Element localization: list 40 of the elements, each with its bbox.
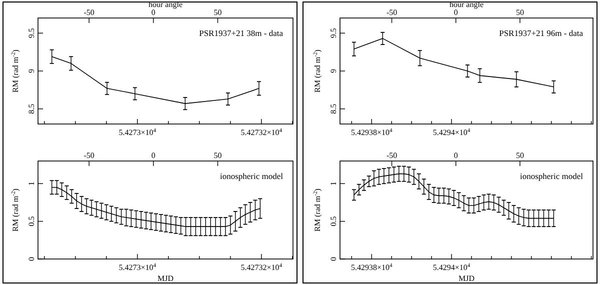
x2-tick-label: 50 <box>516 8 524 17</box>
y-tick-label: 0 <box>27 257 36 261</box>
annotation: ionospheric model <box>520 171 584 181</box>
x2-tick-label: 50 <box>516 151 524 160</box>
x2-tick-label: 0 <box>454 8 458 17</box>
y-tick-label: 9 <box>27 69 36 73</box>
x-tick-label: 5.4294×10$^{4}$ <box>432 128 470 137</box>
x2-tick-label: -50 <box>386 151 398 160</box>
y-tick-label: 8.5 <box>27 104 36 114</box>
x-axis-title: MJD <box>157 274 174 283</box>
annotation: ionospheric model <box>220 171 284 181</box>
annotation: PSR1937+21 38m - data <box>199 28 284 38</box>
y-tick-label: 0.5 <box>329 216 338 226</box>
x-tick-label: 5.4273×10$^{4}$ <box>118 263 156 272</box>
x-tick-label: 5.42732×10$^{4}$ <box>240 128 282 137</box>
x2-axis-title: hour angle <box>148 0 183 9</box>
x-tick-label: 5.4294×10$^{4}$ <box>432 263 470 272</box>
x2-tick-label: 0 <box>151 8 156 17</box>
x2-tick-label: -50 <box>386 8 398 17</box>
annotation: PSR1937+21 96m - data <box>499 28 584 38</box>
y-tick-label: 1 <box>329 182 338 186</box>
x2-tick-label: 50 <box>214 151 222 160</box>
y-tick-label: 9 <box>329 69 338 73</box>
x2-tick-label: 0 <box>454 151 458 160</box>
y-tick-label: 8.5 <box>329 104 338 114</box>
y-tick-label: 0.5 <box>27 216 36 226</box>
x-axis-title: MJD <box>458 274 475 283</box>
x2-tick-label: 0 <box>151 151 156 160</box>
x2-tick-label: 50 <box>214 8 222 17</box>
x2-tick-label: -50 <box>84 8 94 17</box>
x2-axis-title: hour angle <box>450 0 484 9</box>
x-tick-label: 5.42938×10$^{4}$ <box>350 128 392 137</box>
x-tick-label: 5.42938×10$^{4}$ <box>350 263 392 272</box>
y-tick-label: 0 <box>329 257 338 261</box>
y-tick-label: 9.5 <box>329 28 338 38</box>
y-tick-label: 1 <box>27 182 36 186</box>
x2-tick-label: -50 <box>84 151 94 160</box>
x-tick-label: 5.4273×10$^{4}$ <box>118 128 156 137</box>
y-tick-label: 9.5 <box>27 28 36 38</box>
x-tick-label: 5.42732×10$^{4}$ <box>240 263 282 272</box>
